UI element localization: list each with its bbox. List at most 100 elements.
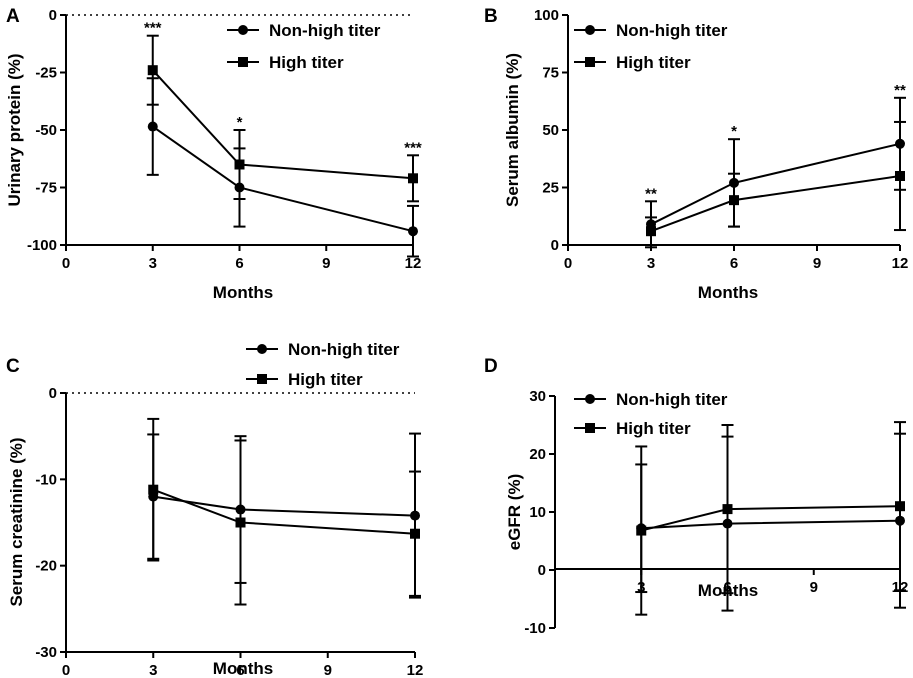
x-tick-label: 9 [324, 662, 332, 678]
y-tick-label: 0 [49, 7, 57, 24]
y-tick-label: -10 [524, 620, 546, 637]
y-tick-label: 30 [529, 388, 546, 405]
panel-c: C 0 -10 -20 -30 0 3 6 9 12 Months Serum creatinine … [6, 340, 423, 678]
legend-label: High titer [616, 53, 691, 72]
y-tick-label: -10 [35, 471, 57, 488]
legend-label: Non-high titer [288, 340, 400, 359]
y-tick-label: 10 [529, 504, 546, 521]
legend: Non-high titer High titer [246, 340, 400, 389]
x-tick-label: 3 [647, 255, 655, 272]
series-non-high-titer [645, 96, 906, 249]
data-point-square [646, 226, 656, 237]
y-tick-label: 0 [49, 385, 57, 402]
series-line [152, 125, 414, 233]
series-non-high-titer [147, 432, 421, 599]
x-axis-label: Months [698, 283, 758, 302]
significance-marker: * [731, 123, 737, 140]
panel-b: B 0 25 50 75 100 0 3 6 9 12 Months Serum albumin (%)… [484, 6, 908, 302]
legend-circle-marker [585, 25, 595, 35]
data-point-circle [408, 226, 418, 237]
series-line [153, 495, 416, 517]
data-point-square [729, 195, 739, 206]
legend-circle-marker [585, 394, 595, 404]
series-high-titer [146, 34, 419, 203]
series-line [152, 69, 414, 180]
legend: Non-high titer High titer [227, 21, 381, 72]
panel-letter: C [6, 356, 20, 377]
significance-marker: *** [144, 20, 162, 37]
x-tick-label: 9 [322, 255, 330, 272]
y-tick-label: -75 [35, 180, 57, 197]
data-point-square [895, 171, 905, 181]
x-tick-label: 12 [892, 255, 909, 272]
legend-square-marker [238, 57, 248, 67]
x-tick-label: 9 [813, 255, 821, 272]
x-tick-label: 0 [564, 255, 572, 272]
data-point-square [722, 504, 733, 515]
y-tick-label: 100 [534, 7, 559, 24]
significance-marker: * [237, 114, 243, 131]
y-axis-label: Urinary protein (%) [5, 53, 24, 206]
legend: Non-high titer High titer [574, 390, 728, 438]
data-point-square [147, 65, 158, 76]
y-tick-label: 25 [542, 180, 559, 197]
x-tick-label: 6 [235, 255, 243, 272]
significance-marker: ** [894, 82, 906, 99]
series-line [650, 175, 901, 233]
legend-label: High titer [269, 53, 344, 72]
x-axis-label: Months [213, 283, 273, 302]
data-point-square [895, 501, 905, 512]
panel-a: A 0 -25 -50 -75 -100 0 3 6 9 12 Months Urinary prote… [5, 6, 422, 302]
legend-label: Non-high titer [616, 390, 728, 409]
y-tick-label: 50 [542, 122, 559, 139]
x-tick-label: 6 [730, 255, 738, 272]
x-tick-label: 3 [149, 662, 157, 678]
series-high-titer [635, 421, 906, 616]
y-axis-label: Serum albumin (%) [503, 53, 522, 207]
data-point-circle [147, 121, 158, 132]
x-tick-label: 0 [62, 662, 70, 678]
legend: Non-high titer High titer [574, 21, 728, 72]
panel-letter: D [484, 356, 498, 377]
y-tick-label: 75 [542, 65, 559, 82]
legend-square-marker [585, 57, 595, 67]
x-tick-label: 3 [149, 255, 157, 272]
y-tick-label: -20 [35, 558, 57, 575]
x-tick-label: 6 [236, 662, 244, 678]
legend-label: High titer [288, 370, 363, 389]
y-tick-label: -25 [35, 65, 57, 82]
data-point-square [408, 173, 418, 184]
x-tick-label: 0 [62, 255, 70, 272]
y-tick-label: 0 [538, 562, 546, 579]
x-tick-label: 12 [407, 662, 424, 678]
y-axis-label: Serum creatinine (%) [7, 437, 26, 606]
data-point-square [234, 159, 245, 170]
x-tick-label: 9 [810, 579, 818, 596]
data-point-square [410, 528, 420, 539]
panel-letter: A [6, 6, 20, 27]
legend-label: High titer [616, 419, 691, 438]
y-tick-label: -50 [35, 122, 57, 139]
legend-circle-marker [257, 344, 267, 354]
significance-marker: *** [404, 139, 422, 156]
series-high-titer [147, 417, 421, 606]
data-point-square [148, 484, 159, 495]
y-tick-label: -30 [35, 644, 57, 661]
series-high-titer [645, 120, 906, 246]
legend-square-marker [585, 423, 595, 433]
legend-square-marker [257, 374, 267, 384]
y-tick-label: 0 [551, 237, 559, 254]
series-line [650, 142, 901, 226]
panel-letter: B [484, 6, 498, 27]
y-tick-label: 20 [529, 446, 546, 463]
y-tick-label: -100 [27, 237, 57, 254]
legend-label: Non-high titer [616, 21, 728, 40]
data-point-square [636, 525, 647, 536]
x-axis-label: Months [213, 659, 273, 678]
significance-marker: ** [645, 185, 657, 202]
x-tick-label: 12 [405, 255, 422, 272]
legend-circle-marker [238, 25, 248, 35]
y-axis-label: eGFR (%) [505, 474, 524, 551]
